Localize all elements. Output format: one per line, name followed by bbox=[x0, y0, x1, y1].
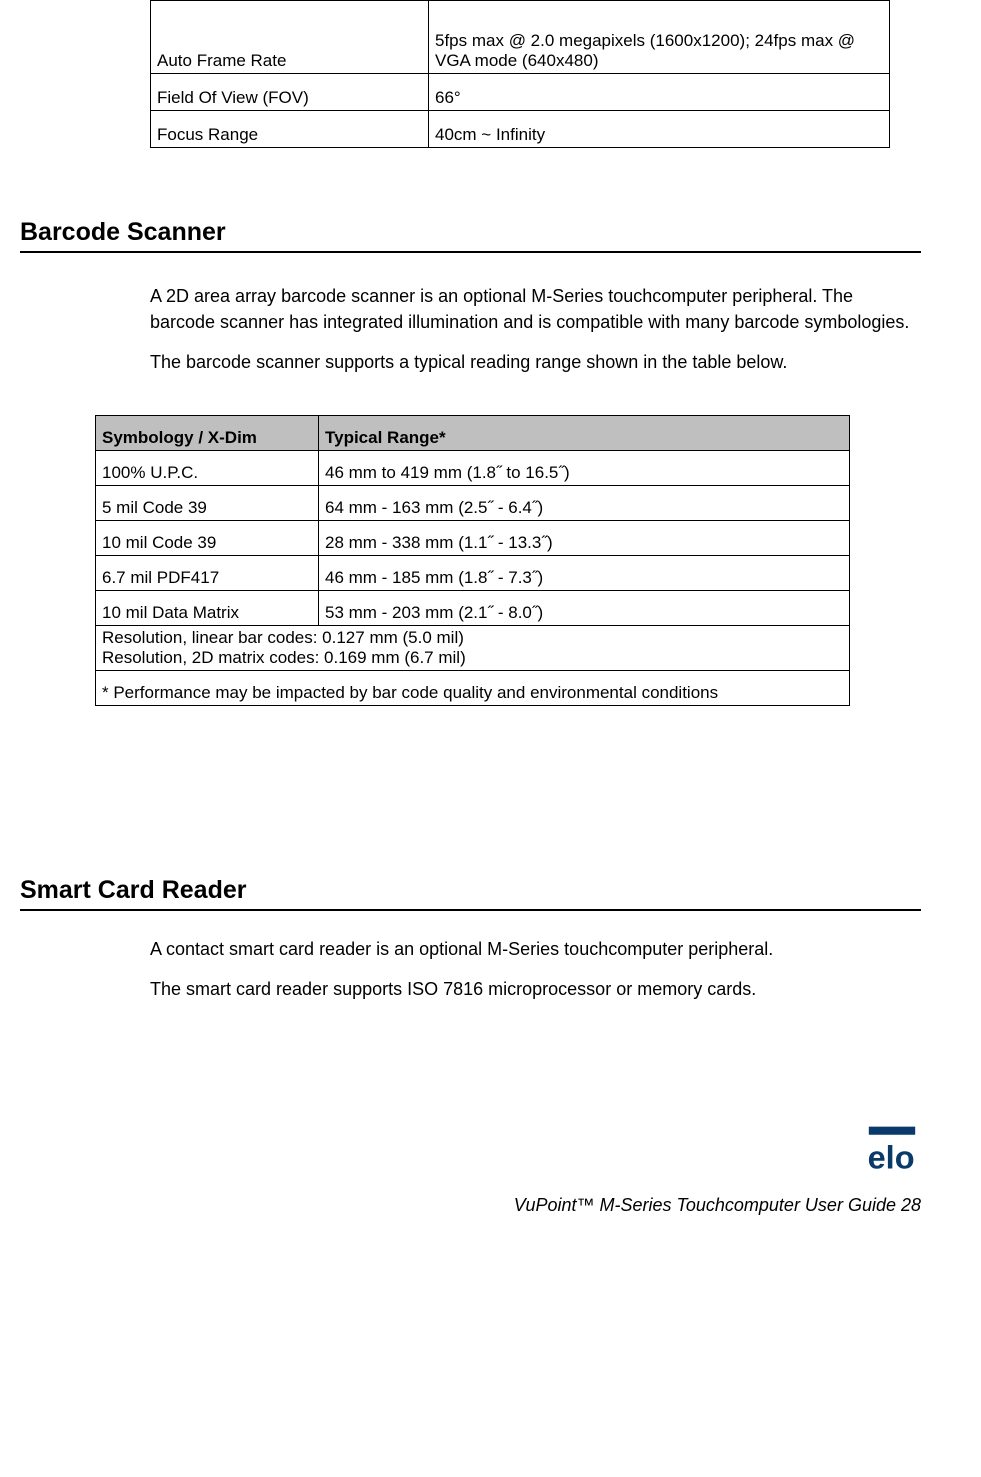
column-header-range: Typical Range* bbox=[319, 416, 850, 451]
spec-label: Field Of View (FOV) bbox=[151, 74, 429, 111]
table-row: 6.7 mil PDF417 46 mm - 185 mm (1.8˝ - 7.… bbox=[96, 556, 850, 591]
smartcard-paragraph-2: The smart card reader supports ISO 7816 … bbox=[150, 976, 921, 1002]
performance-note: * Performance may be impacted by bar cod… bbox=[96, 671, 850, 706]
range-cell: 46 mm to 419 mm (1.8˝ to 16.5˝) bbox=[319, 451, 850, 486]
page-footer-text: VuPoint™ M-Series Touchcomputer User Gui… bbox=[20, 1195, 921, 1216]
table-header-row: Symbology / X-Dim Typical Range* bbox=[96, 416, 850, 451]
barcode-scanner-heading: Barcode Scanner bbox=[20, 218, 921, 253]
svg-text:elo: elo bbox=[868, 1140, 915, 1176]
table-row: 5 mil Code 39 64 mm - 163 mm (2.5˝ - 6.4… bbox=[96, 486, 850, 521]
table-row: 10 mil Code 39 28 mm - 338 mm (1.1˝ - 13… bbox=[96, 521, 850, 556]
table-row: 10 mil Data Matrix 53 mm - 203 mm (2.1˝ … bbox=[96, 591, 850, 626]
camera-spec-table: Auto Frame Rate 5fps max @ 2.0 megapixel… bbox=[150, 0, 890, 148]
table-note-row: * Performance may be impacted by bar cod… bbox=[96, 671, 850, 706]
symbology-cell: 10 mil Data Matrix bbox=[96, 591, 319, 626]
table-row: 100% U.P.C. 46 mm to 419 mm (1.8˝ to 16.… bbox=[96, 451, 850, 486]
symbology-cell: 6.7 mil PDF417 bbox=[96, 556, 319, 591]
resolution-note: Resolution, linear bar codes: 0.127 mm (… bbox=[96, 626, 850, 671]
range-cell: 64 mm - 163 mm (2.5˝ - 6.4˝) bbox=[319, 486, 850, 521]
smartcard-paragraph-1: A contact smart card reader is an option… bbox=[150, 936, 921, 962]
symbology-table: Symbology / X-Dim Typical Range* 100% U.… bbox=[95, 415, 850, 706]
column-header-symbology: Symbology / X-Dim bbox=[96, 416, 319, 451]
range-cell: 46 mm - 185 mm (1.8˝ - 7.3˝) bbox=[319, 556, 850, 591]
symbology-cell: 10 mil Code 39 bbox=[96, 521, 319, 556]
barcode-paragraph-2: The barcode scanner supports a typical r… bbox=[150, 349, 921, 375]
elo-logo-icon: elo bbox=[863, 1122, 921, 1185]
range-cell: 53 mm - 203 mm (2.1˝ - 8.0˝) bbox=[319, 591, 850, 626]
symbology-cell: 100% U.P.C. bbox=[96, 451, 319, 486]
range-cell: 28 mm - 338 mm (1.1˝ - 13.3˝) bbox=[319, 521, 850, 556]
symbology-cell: 5 mil Code 39 bbox=[96, 486, 319, 521]
spec-label: Auto Frame Rate bbox=[151, 1, 429, 74]
smart-card-reader-heading: Smart Card Reader bbox=[20, 876, 921, 911]
spec-value: 5fps max @ 2.0 megapixels (1600x1200); 2… bbox=[429, 1, 890, 74]
table-row: Focus Range 40cm ~ Infinity bbox=[151, 111, 890, 148]
spec-label: Focus Range bbox=[151, 111, 429, 148]
table-row: Auto Frame Rate 5fps max @ 2.0 megapixel… bbox=[151, 1, 890, 74]
table-row: Field Of View (FOV) 66° bbox=[151, 74, 890, 111]
table-note-row: Resolution, linear bar codes: 0.127 mm (… bbox=[96, 626, 850, 671]
spec-value: 66° bbox=[429, 74, 890, 111]
spec-value: 40cm ~ Infinity bbox=[429, 111, 890, 148]
barcode-paragraph-1: A 2D area array barcode scanner is an op… bbox=[150, 283, 921, 335]
